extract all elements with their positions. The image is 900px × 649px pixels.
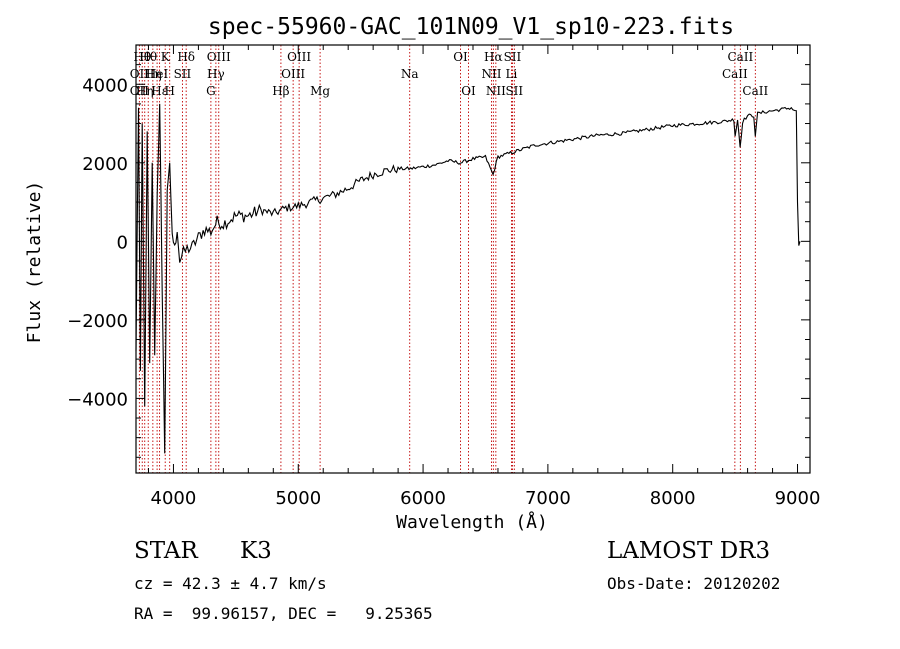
line-marker-label: Hη (136, 84, 154, 98)
line-marker-label: OIII (287, 50, 311, 64)
y-tick-label: −2000 (67, 311, 128, 332)
line-marker-label: SII (505, 84, 523, 98)
line-marker-label: NII (486, 84, 506, 98)
line-marker-label: OIII (207, 50, 231, 64)
survey-name: LAMOST DR3 (607, 538, 771, 564)
line-marker-label: Na (401, 67, 419, 81)
x-tick-label: 8000 (650, 488, 696, 509)
x-tick-label: 4000 (151, 488, 197, 509)
line-marker-label: K (161, 50, 171, 64)
x-axis-ticks: 4000 5000 6000 7000 8000 9000 (147, 45, 821, 509)
redshift-cz: cz = 42.3 ± 4.7 km/s (134, 574, 327, 593)
object-class: STAR (134, 538, 198, 564)
coordinates: RA = 99.96157, DEC = 9.25365 (134, 604, 433, 623)
y-tick-label: 2000 (82, 154, 128, 175)
line-marker-labels: HθOIIOIIHηHθHηHeIHεKHSIIHδGHγOIIIHβOIIIO… (130, 50, 769, 98)
chart-title: spec-55960-GAC_101N09_V1_sp10-223.fits (208, 14, 734, 40)
line-marker-label: Hθ (139, 50, 157, 64)
obs-date: Obs-Date: 20120202 (607, 574, 781, 593)
line-marker-label: OI (461, 84, 476, 98)
line-marker-label: Hγ (207, 67, 225, 81)
line-marker-label: Hε (151, 84, 168, 98)
line-marker-label: CaII (727, 50, 753, 64)
x-tick-label: 9000 (775, 488, 821, 509)
line-marker-label: OII (130, 84, 150, 98)
line-marker-label: HeI (146, 67, 169, 81)
x-axis-label: Wavelength (Å) (396, 511, 548, 533)
line-marker-label: Hη (144, 67, 162, 81)
line-markers (138, 45, 756, 473)
line-marker-label: Hθ (133, 50, 151, 64)
line-marker-label: Li (506, 67, 518, 81)
plot-frame (135, 44, 811, 474)
x-tick-label: 7000 (525, 488, 571, 509)
x-tick-label: 6000 (400, 488, 446, 509)
x-tick-label: 5000 (275, 488, 321, 509)
line-marker-label: Mg (310, 84, 330, 98)
line-marker-label: NII (481, 67, 501, 81)
line-marker-label: CaII (742, 84, 768, 98)
line-marker-label: SII (174, 67, 192, 81)
object-subclass: K3 (240, 538, 272, 564)
y-tick-label: 0 (117, 232, 128, 253)
line-marker-label: SII (504, 50, 522, 64)
line-marker-label: G (206, 84, 216, 98)
line-marker-label: OI (453, 50, 468, 64)
line-marker-label: Hα (484, 50, 503, 64)
line-marker-label: OIII (281, 67, 305, 81)
line-marker-label: OII (130, 67, 150, 81)
y-tick-label: −4000 (67, 389, 128, 410)
line-marker-label: CaII (722, 67, 748, 81)
line-marker-label: Hβ (272, 84, 289, 98)
line-marker-label: H (164, 84, 174, 98)
spectrum-line (135, 103, 801, 454)
y-tick-label: 4000 (82, 75, 128, 96)
y-axis-ticks: −4000 −2000 0 2000 4000 (67, 64, 810, 458)
line-marker-label: Hδ (177, 50, 195, 64)
y-axis-label: Flux (relative) (24, 181, 45, 344)
